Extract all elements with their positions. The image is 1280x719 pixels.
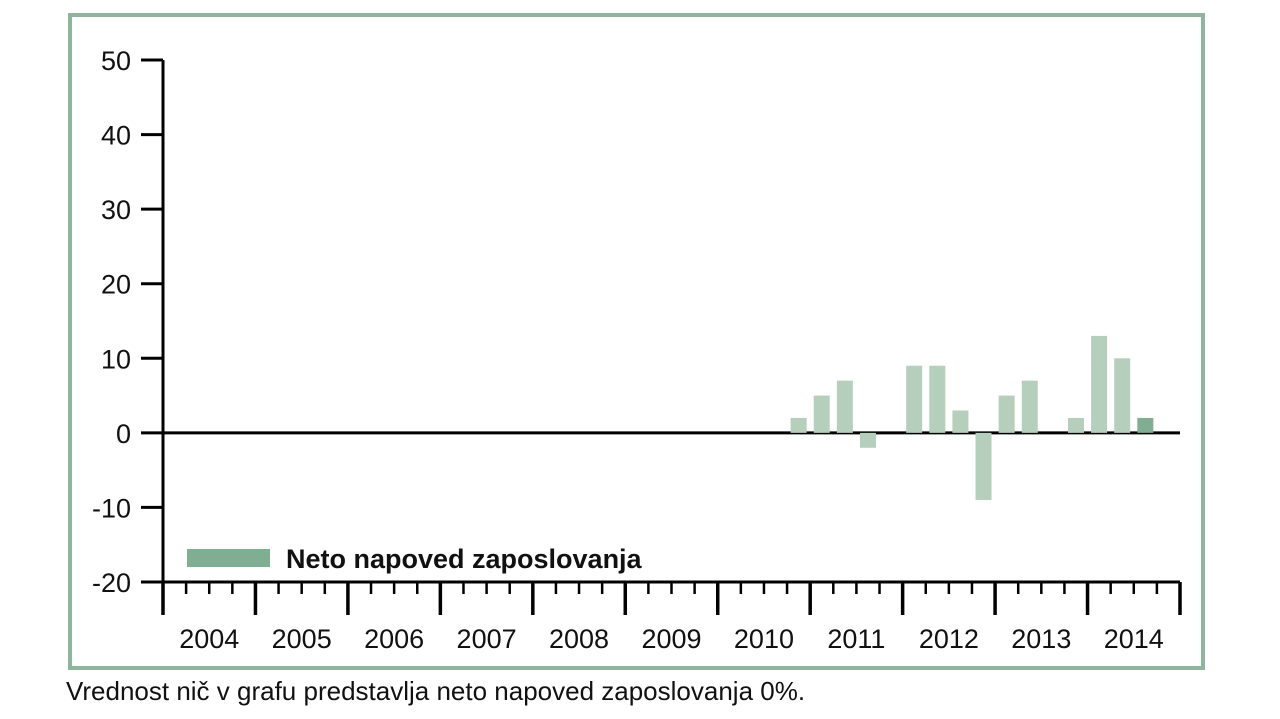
bar [929,365,946,433]
x-tick-label: 2008 [549,624,609,654]
y-tick-label: 20 [101,270,131,300]
legend: Neto napoved zaposlovanja [187,544,643,574]
x-tick-label: 2010 [734,624,794,654]
x-tick-label: 2009 [641,624,701,654]
bar [790,417,807,433]
y-tick-label: 40 [101,121,131,151]
bar [1137,417,1154,433]
bar [1021,380,1038,433]
y-tick-label: 10 [101,344,131,374]
y-tick-label: -20 [92,568,131,598]
bar [1067,417,1084,433]
y-tick-label: 30 [101,195,131,225]
bar [859,432,876,448]
x-tick-label: 2007 [457,624,517,654]
x-tick-label: 2004 [179,624,239,654]
x-tick-label: 2012 [919,624,979,654]
legend-swatch [187,549,270,567]
x-tick-label: 2013 [1011,624,1071,654]
footnote: Vrednost nič v grafu predstavlja neto na… [66,676,806,706]
bar [1114,358,1131,433]
bar [906,365,923,433]
bar [998,395,1015,433]
bar [836,380,853,433]
x-tick-label: 2006 [364,624,424,654]
x-tick-label: 2014 [1104,624,1164,654]
bar [813,395,830,433]
legend-label: Neto napoved zaposlovanja [286,544,643,574]
y-axis: 50 40 30 20 10 0 -10 -20 [92,46,1180,598]
chart-frame [68,13,1205,670]
bars [790,335,1154,500]
bar [1091,335,1108,433]
y-tick-label: -10 [92,493,131,523]
bar [952,410,969,433]
x-tick-label: 2011 [827,624,885,654]
y-tick-label: 50 [101,46,131,76]
x-tick-label: 2005 [272,624,332,654]
x-axis: 2004 2005 2006 2007 2008 2009 2010 2011 2012 2013… [161,580,1182,654]
y-tick-label: 0 [116,419,131,449]
bar [975,432,992,500]
